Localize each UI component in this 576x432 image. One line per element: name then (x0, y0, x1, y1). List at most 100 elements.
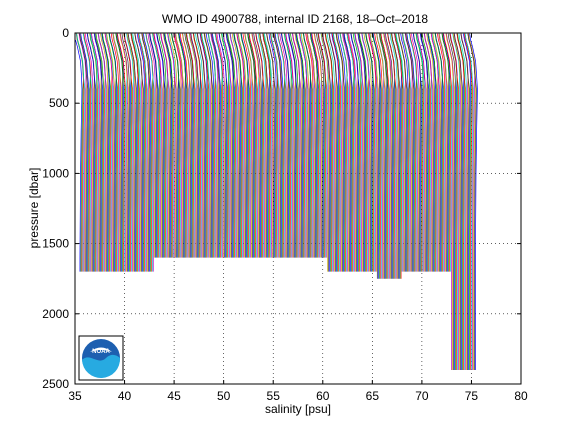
profile-line (126, 33, 136, 272)
profile-line (326, 33, 336, 272)
profile-line (305, 33, 314, 258)
profile-line (279, 33, 288, 258)
profile-line (211, 33, 221, 258)
profile-line (175, 33, 185, 258)
profile-line (405, 33, 415, 272)
profile-line (417, 33, 427, 272)
profile-line (253, 33, 262, 258)
profile-line (398, 33, 408, 272)
plot-area: 35 40 45 50 55 60 65 70 75 80 0 500 1000 1500 2000 2500 (42, 26, 528, 403)
profile-line (89, 33, 98, 272)
profile-line (233, 33, 242, 258)
y-axis-label: pressure [dbar] (27, 168, 41, 249)
profile-line (132, 33, 141, 272)
profile-line (171, 33, 181, 258)
profile-line (174, 33, 184, 258)
profile-line (156, 33, 166, 258)
noaa-logo: NOAA (78, 335, 124, 381)
profile-line (378, 33, 387, 279)
profile-line (432, 33, 442, 272)
profile-line (201, 33, 211, 258)
profile-line (383, 33, 393, 279)
profile-line (277, 33, 287, 258)
profile-line (358, 33, 367, 272)
x-tick-label: 55 (267, 389, 281, 403)
profile-line (266, 33, 276, 258)
profile-line (145, 33, 155, 272)
profile-line (147, 33, 156, 272)
profile-line (84, 33, 94, 272)
profile-line (412, 33, 423, 272)
profile-line (299, 33, 308, 258)
profile-line (252, 33, 260, 258)
profile-line (226, 33, 235, 258)
profile-line (411, 33, 420, 272)
profile-line (458, 33, 467, 370)
profile-line (153, 33, 163, 258)
profile-line (443, 33, 452, 272)
x-tick-label: 35 (68, 389, 82, 403)
profile-line (163, 33, 173, 258)
profile-line (167, 33, 176, 258)
profiles (75, 33, 478, 370)
profile-line (352, 33, 361, 272)
profile-line (420, 33, 429, 272)
profile-line (342, 33, 350, 272)
profile-line (116, 33, 125, 272)
profile-line (290, 33, 299, 258)
profile-line (333, 33, 342, 272)
profile-line (136, 33, 145, 272)
profile-line (346, 33, 356, 272)
profile-line (416, 33, 426, 272)
profile-line (229, 33, 239, 258)
profile-line (80, 33, 90, 272)
profile-line (299, 33, 309, 258)
profile-line (189, 33, 198, 258)
profile-line (212, 33, 222, 258)
profile-line (236, 33, 246, 258)
profile-line (316, 33, 325, 258)
profile-line (196, 33, 207, 258)
profile-line (162, 33, 171, 258)
plot-frame (74, 32, 522, 385)
profile-line (468, 33, 476, 370)
logo-text: NOAA (92, 349, 110, 355)
y-tick-label: 0 (62, 26, 69, 40)
profile-line (406, 33, 416, 272)
profile-line (242, 33, 251, 258)
profile-line (295, 33, 305, 258)
profile-line (357, 33, 367, 272)
x-tick-label: 65 (366, 389, 380, 403)
profile-line (452, 33, 462, 370)
profile-line (348, 33, 357, 272)
x-tick-label: 50 (217, 389, 231, 403)
profile-line (126, 33, 134, 272)
profile-line (288, 33, 297, 258)
profile-line (244, 33, 254, 258)
profile-line (374, 33, 383, 279)
profile-line (158, 33, 167, 258)
profile-line (199, 33, 208, 258)
profile-line (142, 33, 150, 272)
profile-line (200, 33, 209, 258)
profile-line (164, 33, 174, 258)
profile-line (347, 33, 356, 272)
profile-line (408, 33, 419, 272)
profile-line (402, 33, 412, 272)
profile-line (101, 33, 111, 272)
profile-line (207, 33, 218, 258)
profile-line (86, 33, 97, 272)
profile-line (119, 33, 129, 272)
profile-line (270, 33, 280, 258)
profile-line (178, 33, 187, 258)
profile-line (141, 33, 151, 272)
profile-line (185, 33, 195, 258)
profile-line (322, 33, 332, 272)
profile-line (343, 33, 353, 272)
profile-line (383, 33, 392, 279)
profile-line (115, 33, 125, 272)
profile-line (108, 33, 118, 272)
profile-line (354, 33, 363, 272)
profile-line (95, 33, 105, 272)
profile-line (262, 33, 272, 258)
